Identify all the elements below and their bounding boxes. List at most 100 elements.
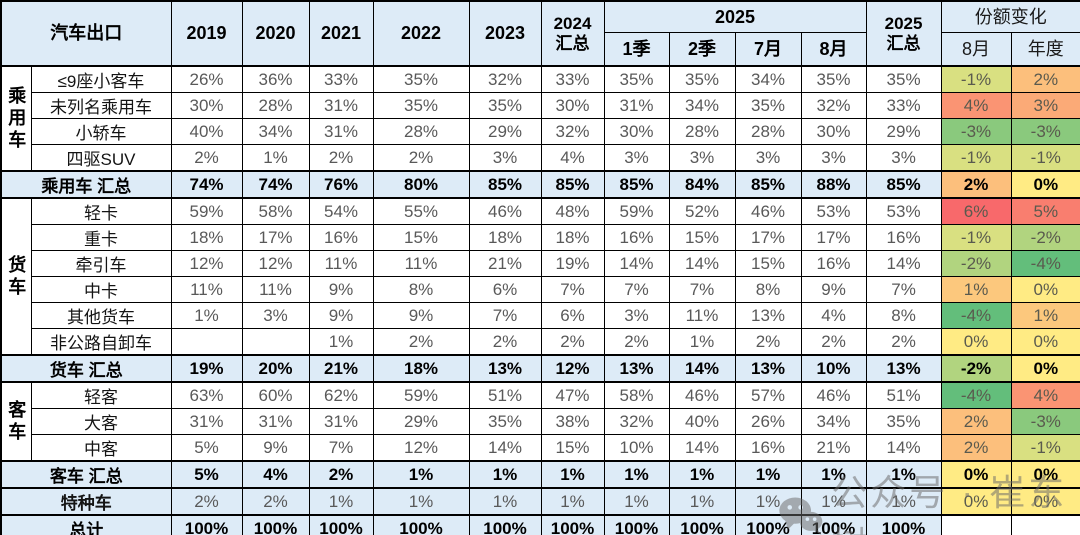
- value-cell: 1%: [308, 328, 374, 356]
- col-header-2024-line1: 2024: [553, 13, 592, 33]
- value-cell: 8%: [865, 302, 942, 329]
- value-cell: 100%: [668, 514, 736, 535]
- col-header-q1: 1季: [603, 32, 670, 67]
- value-cell: 18%: [170, 224, 243, 251]
- row-label-cell: 其他货车: [30, 302, 172, 329]
- value-cell: 2%: [170, 487, 243, 516]
- table-body: 乘用车 ≤9座小客车 26% 36% 33% 35% 32% 33% 35% 35% 34% 35% 3…: [0, 65, 1080, 535]
- value-cell: 6%: [468, 276, 542, 303]
- value-cell: 11%: [308, 250, 374, 277]
- value-cell: 30%: [170, 92, 243, 119]
- value-cell: 2%: [170, 144, 243, 172]
- value-cell: 3%: [603, 302, 670, 329]
- value-cell: 1%: [865, 487, 942, 516]
- value-cell: 35%: [372, 92, 470, 119]
- row-label-cell: 货车 汇总: [0, 354, 172, 383]
- value-cell: 59%: [603, 197, 670, 225]
- table-header: 汽车出口 2019 2020 2021 2022 2023 2024 汇总 20…: [0, 0, 1080, 67]
- share-change-cell: 4%: [1010, 381, 1080, 409]
- col-header-2025-line1: 2025: [884, 13, 923, 33]
- row-label-cell: 总计: [0, 514, 172, 535]
- value-cell: 31%: [241, 408, 310, 435]
- value-cell: 32%: [800, 92, 867, 119]
- value-cell: 26%: [734, 408, 802, 435]
- row-label-cell: 中卡: [30, 276, 172, 303]
- table-row: 乘用车 ≤9座小客车 26% 36% 33% 35% 32% 33% 35% 35% 34% 35% 3…: [0, 65, 1080, 172]
- col-header-2023: 2023: [468, 0, 542, 67]
- value-cell: 16%: [734, 434, 802, 462]
- value-cell: 2%: [308, 460, 374, 489]
- value-cell: 1%: [865, 460, 942, 489]
- value-cell: 33%: [540, 65, 605, 93]
- value-cell: 21%: [800, 434, 867, 462]
- value-cell: 31%: [308, 118, 374, 145]
- value-cell: 100%: [865, 514, 942, 535]
- value-cell: 100%: [800, 514, 867, 535]
- value-cell: 54%: [308, 197, 374, 225]
- value-cell: 46%: [734, 197, 802, 225]
- table-row: 大客 31% 31% 31% 29% 35% 38% 32% 40% 26% 34% 35% 2% -3%: [1, 408, 1080, 435]
- value-cell: 7%: [468, 302, 542, 329]
- value-cell: 76%: [308, 170, 374, 199]
- value-cell: 3%: [865, 144, 942, 172]
- share-change-cell: 0%: [940, 328, 1012, 356]
- share-change-cell: -4%: [940, 302, 1012, 329]
- table-row: 货车 轻卡 59% 58% 54% 55% 46% 48% 59% 52% 46% 53% 53% 6% 5…: [0, 197, 1080, 356]
- value-cell: 13%: [734, 354, 802, 383]
- value-cell: 100%: [308, 514, 374, 535]
- value-cell: 31%: [170, 408, 243, 435]
- share-change-cell: 1%: [940, 276, 1012, 303]
- value-cell: 1%: [800, 487, 867, 516]
- value-cell: 46%: [800, 381, 867, 409]
- value-cell: 21%: [308, 354, 374, 383]
- table-row: 中客 5% 9% 7% 12% 14% 15% 10% 14% 16% 21% 14% 2% -1%: [1, 434, 1080, 462]
- value-cell: 29%: [372, 408, 470, 435]
- value-cell: 11%: [241, 276, 310, 303]
- table-row: 四驱SUV 2% 1% 2% 2% 3% 4% 3% 3% 3% 3% 3% -1% -1%: [1, 144, 1080, 172]
- share-change-cell: -1%: [940, 65, 1012, 93]
- value-cell: 35%: [865, 408, 942, 435]
- row-label-cell: 轻卡: [30, 197, 172, 225]
- value-cell: 3%: [603, 144, 670, 172]
- value-cell: 85%: [468, 170, 542, 199]
- value-cell: 1%: [372, 460, 470, 489]
- value-cell: 2%: [603, 328, 670, 356]
- value-cell: 34%: [734, 65, 802, 93]
- value-cell: 34%: [241, 118, 310, 145]
- value-cell: 8%: [372, 276, 470, 303]
- value-cell: 100%: [468, 514, 542, 535]
- value-cell: 14%: [668, 354, 736, 383]
- value-cell: 2%: [865, 328, 942, 356]
- value-cell: 100%: [540, 514, 605, 535]
- value-cell: 33%: [308, 65, 374, 93]
- value-cell: 17%: [734, 224, 802, 251]
- value-cell: 53%: [800, 197, 867, 225]
- value-cell: 29%: [865, 118, 942, 145]
- value-cell: 46%: [668, 381, 736, 409]
- value-cell: 46%: [468, 197, 542, 225]
- share-change-cell: -1%: [940, 224, 1012, 251]
- share-change-cell: 0%: [1010, 276, 1080, 303]
- col-header-change-aug: 8月: [940, 32, 1012, 67]
- value-cell: 100%: [603, 514, 670, 535]
- col-header-q2: 2季: [668, 32, 736, 67]
- share-change-cell: 1%: [1010, 302, 1080, 329]
- value-cell: 100%: [734, 514, 802, 535]
- col-header-jul: 7月: [734, 32, 802, 67]
- value-cell: 32%: [468, 65, 542, 93]
- col-group-header-share-change: 份额变化: [940, 0, 1080, 33]
- value-cell: 14%: [668, 250, 736, 277]
- value-cell: 40%: [170, 118, 243, 145]
- row-label-cell: 特种车: [0, 487, 172, 516]
- value-cell: 85%: [734, 170, 802, 199]
- value-cell: 12%: [170, 250, 243, 277]
- value-cell: 34%: [668, 92, 736, 119]
- share-change-cell: 4%: [940, 92, 1012, 119]
- value-cell: 2%: [372, 144, 470, 172]
- value-cell: 85%: [865, 170, 942, 199]
- value-cell: 9%: [241, 434, 310, 462]
- value-cell: 32%: [603, 408, 670, 435]
- share-change-cell: 2%: [1010, 65, 1080, 93]
- value-cell: 14%: [668, 434, 736, 462]
- table-row: 客车 轻客 63% 60% 62% 59% 51% 47% 58% 46% 57% 46% 51% -4%…: [0, 381, 1080, 462]
